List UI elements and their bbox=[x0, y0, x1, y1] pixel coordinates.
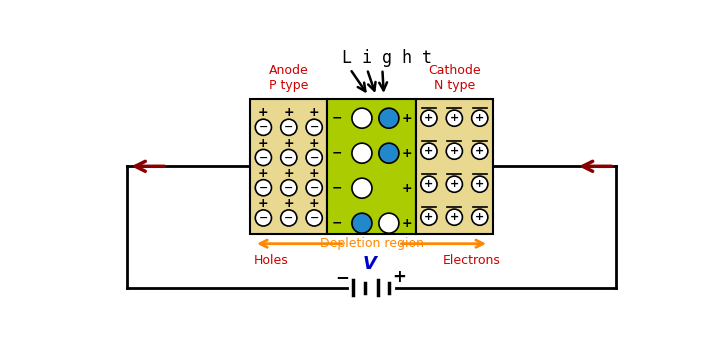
Circle shape bbox=[306, 210, 323, 226]
Text: −: − bbox=[259, 152, 268, 163]
Text: +: + bbox=[424, 212, 434, 222]
Text: +: + bbox=[424, 146, 434, 156]
Bar bbox=[250, 99, 327, 234]
Circle shape bbox=[420, 176, 437, 192]
Text: +: + bbox=[475, 212, 484, 222]
Text: −: − bbox=[331, 112, 341, 125]
Text: −: − bbox=[336, 268, 349, 286]
Circle shape bbox=[255, 180, 271, 196]
Text: −: − bbox=[310, 122, 319, 132]
Text: L i g h t: L i g h t bbox=[342, 49, 432, 67]
Circle shape bbox=[472, 176, 488, 192]
Text: +: + bbox=[424, 113, 434, 123]
Text: +: + bbox=[392, 268, 406, 286]
Text: +: + bbox=[424, 179, 434, 189]
Text: +: + bbox=[283, 106, 294, 119]
Text: −: − bbox=[259, 213, 268, 223]
Text: −: − bbox=[259, 122, 268, 132]
Text: +: + bbox=[450, 113, 459, 123]
Text: Cathode
N type: Cathode N type bbox=[428, 64, 481, 92]
Text: +: + bbox=[450, 179, 459, 189]
Text: −: − bbox=[284, 183, 294, 193]
Circle shape bbox=[420, 110, 437, 126]
Circle shape bbox=[352, 178, 372, 198]
Circle shape bbox=[447, 110, 463, 126]
Text: +: + bbox=[450, 212, 459, 222]
Text: −: − bbox=[331, 147, 341, 160]
Text: +: + bbox=[283, 167, 294, 180]
Circle shape bbox=[281, 180, 297, 196]
Circle shape bbox=[447, 143, 463, 159]
Circle shape bbox=[352, 108, 372, 128]
Circle shape bbox=[281, 150, 297, 166]
Text: +: + bbox=[475, 113, 484, 123]
Text: +: + bbox=[401, 147, 412, 160]
Circle shape bbox=[255, 210, 271, 226]
Circle shape bbox=[447, 176, 463, 192]
Text: +: + bbox=[283, 136, 294, 150]
Text: −: − bbox=[284, 122, 294, 132]
Circle shape bbox=[420, 209, 437, 225]
Circle shape bbox=[306, 180, 323, 196]
Text: +: + bbox=[309, 106, 320, 119]
Text: −: − bbox=[310, 152, 319, 163]
Circle shape bbox=[306, 119, 323, 135]
Text: +: + bbox=[258, 106, 269, 119]
Text: +: + bbox=[309, 197, 320, 210]
Circle shape bbox=[472, 110, 488, 126]
Bar bbox=[327, 99, 416, 234]
Circle shape bbox=[379, 143, 399, 163]
Text: −: − bbox=[284, 152, 294, 163]
Circle shape bbox=[420, 143, 437, 159]
Text: +: + bbox=[258, 167, 269, 180]
Text: −: − bbox=[310, 213, 319, 223]
Circle shape bbox=[472, 209, 488, 225]
Circle shape bbox=[352, 213, 372, 233]
Text: +: + bbox=[401, 182, 412, 195]
Text: −: − bbox=[331, 217, 341, 230]
Circle shape bbox=[447, 209, 463, 225]
Circle shape bbox=[306, 150, 323, 166]
Text: +: + bbox=[450, 146, 459, 156]
Text: Holes: Holes bbox=[254, 254, 289, 267]
Text: −: − bbox=[331, 182, 341, 195]
Circle shape bbox=[379, 213, 399, 233]
Text: −: − bbox=[284, 213, 294, 223]
Text: Electrons: Electrons bbox=[443, 254, 501, 267]
Bar bbox=[416, 99, 493, 234]
Text: +: + bbox=[309, 136, 320, 150]
Text: Depletion region: Depletion region bbox=[320, 237, 423, 250]
Text: +: + bbox=[258, 136, 269, 150]
Text: +: + bbox=[475, 179, 484, 189]
Text: +: + bbox=[258, 197, 269, 210]
Text: +: + bbox=[401, 217, 412, 230]
Text: −: − bbox=[310, 183, 319, 193]
Circle shape bbox=[472, 143, 488, 159]
Text: +: + bbox=[309, 167, 320, 180]
Text: +: + bbox=[401, 112, 412, 125]
Text: Anode
P type: Anode P type bbox=[269, 64, 309, 92]
Circle shape bbox=[255, 150, 271, 166]
Circle shape bbox=[379, 108, 399, 128]
Circle shape bbox=[281, 210, 297, 226]
Text: −: − bbox=[259, 183, 268, 193]
Circle shape bbox=[352, 143, 372, 163]
Text: V: V bbox=[363, 256, 377, 273]
Circle shape bbox=[255, 119, 271, 135]
Circle shape bbox=[281, 119, 297, 135]
Text: +: + bbox=[283, 197, 294, 210]
Text: +: + bbox=[475, 146, 484, 156]
